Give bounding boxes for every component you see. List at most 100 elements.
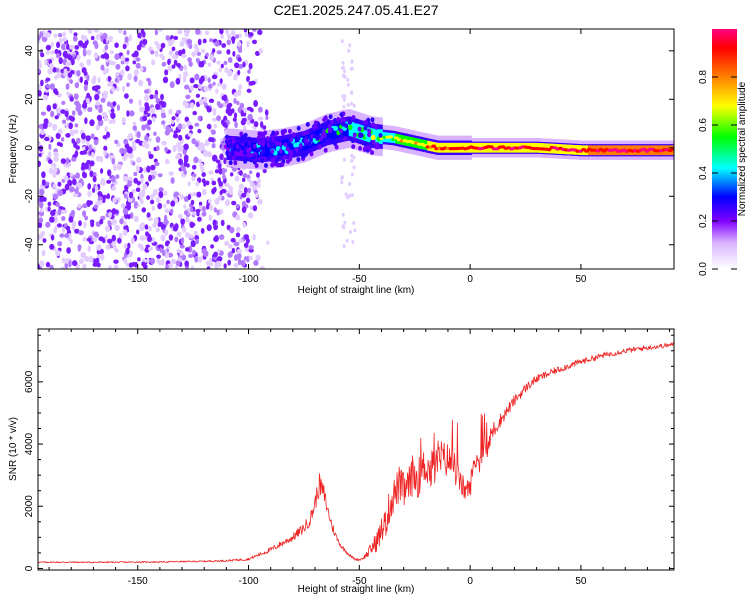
heatmap-cell <box>178 134 183 141</box>
heatmap-cell <box>248 212 254 219</box>
heatmap-cell <box>278 141 283 147</box>
heatmap-cell <box>76 54 80 61</box>
heatmap-cell <box>133 215 139 223</box>
heatmap-cell <box>179 244 185 249</box>
heatmap-cell <box>42 36 48 43</box>
heatmap-cell <box>230 172 234 177</box>
x-tick-label: -150 <box>128 274 148 285</box>
heatmap-cell <box>150 106 155 114</box>
heatmap-cell <box>364 126 367 141</box>
heatmap-cell <box>154 40 159 46</box>
heatmap-cell <box>127 205 131 211</box>
heatmap-cell <box>144 105 150 112</box>
heatmap-cell <box>195 29 201 35</box>
heatmap-cell <box>179 40 185 47</box>
heatmap-cell <box>185 163 190 168</box>
heatmap-cell <box>348 182 352 186</box>
snr-series-line <box>38 342 674 564</box>
heatmap-cell <box>86 160 92 165</box>
colorbar-tick-label: 0.6 <box>698 118 709 132</box>
heatmap-cell <box>175 153 181 160</box>
heatmap-cell <box>192 249 196 256</box>
heatmap-cell <box>123 243 128 249</box>
heatmap-cell <box>129 110 135 117</box>
heatmap-cell <box>57 128 63 134</box>
heatmap-cell <box>178 158 183 166</box>
heatmap-cell <box>97 191 103 197</box>
heatmap-cell <box>240 135 245 141</box>
heatmap-cell <box>242 145 247 151</box>
heatmap-cell <box>153 94 159 99</box>
heatmap-cell <box>253 100 258 107</box>
heatmap-cell <box>73 129 79 134</box>
heatmap-cell <box>71 110 76 116</box>
heatmap-cell <box>320 132 325 138</box>
heatmap-cell <box>229 190 233 195</box>
heatmap-cell <box>93 29 100 33</box>
heatmap-cell <box>234 175 240 182</box>
heatmap-cell <box>52 171 57 178</box>
heatmap-cell <box>193 156 199 164</box>
heatmap-cell <box>327 131 333 137</box>
heatmap-cell <box>106 179 112 184</box>
heatmap-cell <box>164 129 170 136</box>
heatmap-cell <box>120 55 126 62</box>
heatmap-cell <box>56 73 61 78</box>
heatmap-cell <box>374 124 379 130</box>
x-tick-label: -100 <box>239 576 259 587</box>
heatmap-cell <box>141 141 148 148</box>
heatmap-cell <box>352 165 356 170</box>
heatmap-cell <box>128 132 134 140</box>
heatmap-cell <box>167 65 173 72</box>
heatmap-cell <box>243 242 249 248</box>
heatmap-cell <box>189 85 194 91</box>
heatmap-cell <box>38 160 41 167</box>
heatmap-cell <box>124 36 129 43</box>
heatmap-cell <box>181 123 186 130</box>
snr-panel: -150 -100 -50 0 50 0 2000 4000 6000 Height of st… <box>8 328 675 595</box>
heatmap-cell <box>181 254 187 261</box>
heatmap-cell <box>55 249 61 257</box>
heatmap-cell <box>115 174 120 180</box>
heatmap-cell <box>103 150 107 156</box>
heatmap-cell <box>162 76 169 84</box>
heatmap-cell <box>243 157 248 163</box>
heatmap-cell <box>50 234 55 241</box>
heatmap-cell <box>41 171 46 179</box>
heatmap-cell <box>216 256 223 262</box>
heatmap-cell <box>53 33 58 38</box>
heatmap-cell <box>120 203 126 209</box>
heatmap-cell <box>64 110 69 118</box>
heatmap-cell <box>122 229 128 236</box>
heatmap-cell <box>128 191 134 199</box>
heatmap-cell <box>40 231 46 236</box>
y-tick-label: 0 <box>24 565 35 571</box>
heatmap-cell <box>53 167 58 173</box>
heatmap-cell <box>48 159 53 164</box>
heatmap-cell <box>388 135 393 139</box>
y-tick-label: 6000 <box>24 370 35 393</box>
heatmap-cell <box>104 44 109 51</box>
heatmap-cell <box>215 88 219 94</box>
heatmap-cell <box>236 100 240 106</box>
heatmap-cell <box>226 39 231 46</box>
heatmap-cell <box>287 128 292 134</box>
heatmap-cell <box>208 98 215 104</box>
heatmap-cell <box>288 154 293 160</box>
heatmap-cell <box>181 53 187 59</box>
snr-x-axis-label: Height of straight line (km) <box>298 584 415 595</box>
heatmap-cell <box>122 208 129 215</box>
heatmap-cell <box>148 246 153 252</box>
heatmap-cell <box>135 187 141 193</box>
heatmap-cell <box>360 125 363 140</box>
heatmap-cell <box>115 71 120 77</box>
heatmap-cell <box>77 40 84 47</box>
heatmap-cell <box>378 133 383 138</box>
heatmap-cell <box>54 225 58 230</box>
heatmap-cell <box>187 57 192 63</box>
heatmap-cell <box>102 38 107 45</box>
heatmap-cell <box>312 125 317 131</box>
heatmap-cell <box>187 181 191 187</box>
heatmap-cell <box>70 116 75 122</box>
heatmap-cell <box>44 136 50 142</box>
